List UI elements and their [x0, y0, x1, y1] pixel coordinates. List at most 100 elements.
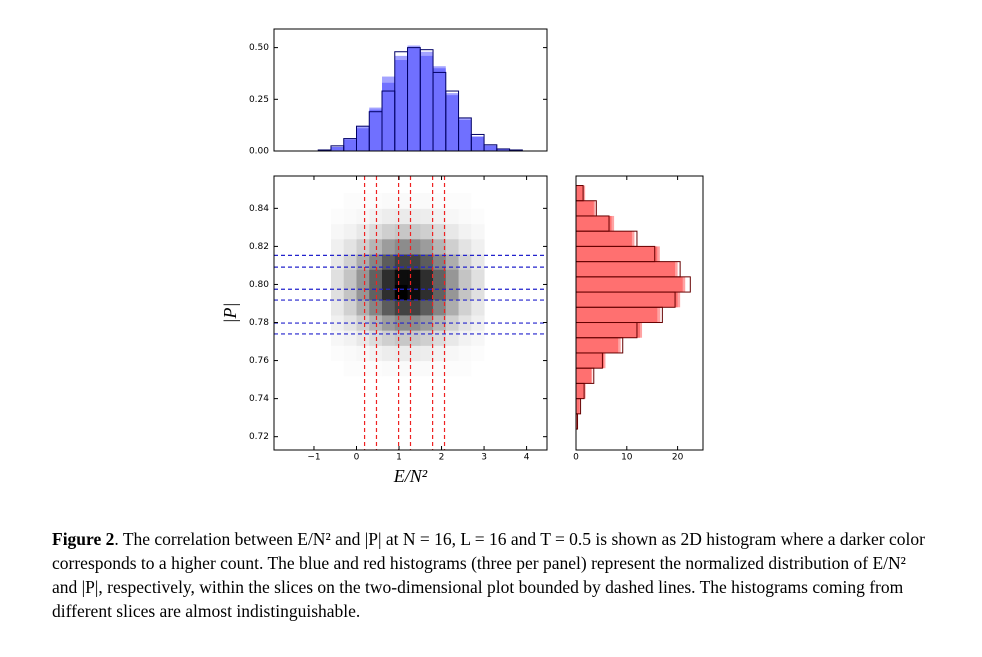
hist-bar: [576, 337, 621, 353]
caption-text: . The correlation between E/N² and |P| a…: [52, 529, 925, 621]
y-tick-label: 0.74: [249, 394, 269, 404]
heat-cell: [471, 223, 485, 240]
heat-cell: [382, 254, 396, 270]
hist-bar: [576, 413, 579, 430]
heat-cell: [330, 254, 345, 270]
heat-cell: [407, 254, 421, 270]
heat-cell: [369, 345, 383, 362]
heat-cell: [382, 238, 396, 255]
heat-cell: [420, 238, 434, 255]
heat-cell: [356, 330, 370, 346]
heat-cell: [445, 330, 460, 346]
hist-bar: [576, 200, 596, 216]
hist-bar: [394, 55, 408, 151]
y-tick-label: 0.25: [249, 95, 269, 105]
heat-cell: [356, 193, 370, 209]
heat-cell: [330, 330, 345, 346]
heat-cell: [433, 238, 447, 255]
heat-cell: [433, 299, 447, 316]
hist-bar: [576, 215, 615, 232]
hist-bar: [576, 200, 594, 216]
heat-cell: [356, 314, 370, 331]
y-tick-label: 0.84: [249, 204, 269, 214]
heat-cell: [420, 223, 434, 240]
heat-cell: [343, 360, 357, 377]
hist-bar: [356, 128, 370, 151]
heat-cell: [356, 360, 370, 377]
y-tick-label: 0.00: [249, 147, 269, 157]
heat-cell: [407, 299, 421, 316]
heat-cell: [433, 208, 447, 225]
heat-cell: [407, 269, 421, 285]
heat-cell: [330, 269, 345, 285]
heat-cell: [343, 254, 357, 270]
heat-cell: [369, 208, 383, 225]
hist-bar: [496, 148, 510, 151]
x-tick-label: 4: [524, 453, 530, 463]
heat-cell: [420, 284, 434, 301]
hist-bar: [576, 215, 612, 232]
hist-bar: [576, 352, 604, 369]
heat-cell: [407, 345, 421, 362]
heat-cell: [420, 330, 434, 346]
heat-cell: [330, 238, 345, 255]
hist-bar: [576, 307, 661, 323]
hist-bar: [471, 136, 485, 151]
heat-cell: [394, 360, 409, 377]
heat-cell: [458, 284, 472, 301]
heat-cell: [407, 330, 421, 346]
heat-cell: [420, 254, 434, 270]
hist-bar: [330, 146, 344, 151]
heat-cell: [458, 269, 472, 285]
heat-cell: [369, 193, 383, 209]
heat-cell: [420, 269, 434, 285]
heat-cell: [343, 193, 357, 209]
heat-cell: [394, 208, 409, 225]
heat-cell: [471, 208, 485, 225]
y-tick-label: 0.76: [249, 356, 269, 366]
heat-cell: [369, 254, 383, 270]
hist-bar: [369, 107, 383, 151]
heat-cell: [445, 284, 460, 301]
heat-cell: [420, 314, 434, 331]
hist-bar: [576, 276, 686, 293]
hist-bar: [330, 146, 344, 151]
heat-cell: [343, 223, 357, 240]
heat-cell: [382, 299, 396, 316]
heat-cell: [407, 208, 421, 225]
heat-cell: [445, 345, 460, 362]
heat-cell: [407, 238, 421, 255]
heat-cell: [394, 299, 409, 316]
heat-cell: [369, 223, 383, 240]
heat-cell: [394, 254, 409, 270]
heat-cell: [382, 208, 396, 225]
hist-bar: [576, 246, 658, 262]
x-axis-label: E/N²: [393, 466, 428, 486]
heat-cell: [343, 345, 357, 362]
hist-bar: [420, 55, 434, 151]
hist-bar: [318, 149, 331, 151]
hist-bar: [496, 148, 510, 151]
heat-cell: [394, 223, 409, 240]
heat-cell: [458, 238, 472, 255]
axes-frame: [273, 175, 548, 451]
heat-cell: [471, 193, 485, 209]
heat-cell: [433, 254, 447, 270]
caption-label: Figure 2: [52, 529, 115, 549]
heat-cell: [458, 223, 472, 240]
heat-cell: [369, 299, 383, 316]
y-tick-label: 0.82: [249, 242, 269, 252]
caption: Figure 2. The correlation between E/N² a…: [52, 527, 932, 623]
hist-bar: [576, 322, 643, 338]
hist-bar: [576, 337, 619, 353]
figure: 0.00 0.25 0.50 E/N² |P| −1 0 1 2 3 4 0.72 0.74 0.76 0.…: [220, 28, 704, 486]
heat-cell: [420, 360, 434, 377]
x-tick-label: 3: [481, 453, 487, 463]
heat-cell: [407, 360, 421, 377]
heat-cell: [433, 314, 447, 331]
hist-bar: [445, 93, 459, 151]
hist-bar: [369, 109, 383, 151]
heat-cell: [433, 223, 447, 240]
hist-bar: [484, 145, 497, 151]
heat-cell: [369, 284, 383, 301]
